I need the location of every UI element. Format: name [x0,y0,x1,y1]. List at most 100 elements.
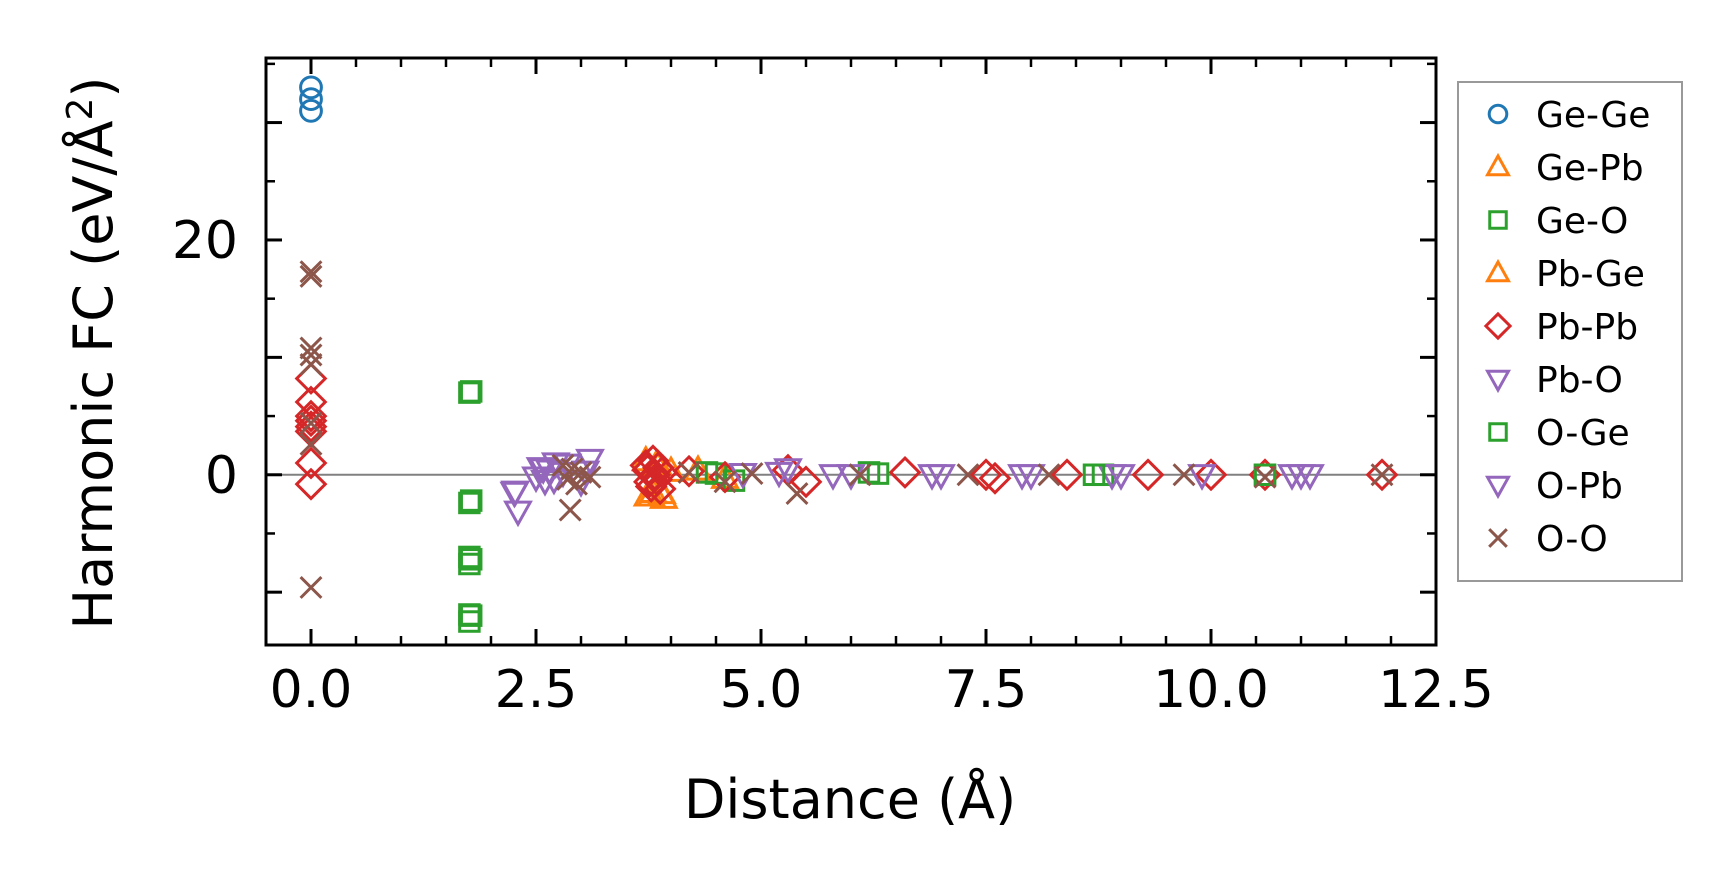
legend-marker [1484,475,1512,500]
data-point [1050,458,1084,492]
legend-entry: Ge-O [1488,201,1628,242]
series-o-o [299,260,1394,599]
legend-label: Ge-Ge [1536,95,1650,136]
y-axis-label-tail: ) [62,77,125,98]
data-point [1253,465,1277,489]
legend-entry: O-O [1488,519,1608,560]
series-pb-o [499,448,1325,528]
data-point [459,604,483,627]
data-point [645,456,679,489]
legend-entry: Pb-O [1484,360,1623,401]
plot-frame [264,56,1438,647]
y-axis-label-superscript: 2 [60,98,101,121]
data-point [458,610,481,633]
x-tick-label: 0.0 [270,660,353,720]
data-point [969,458,1003,492]
data-point [299,260,323,284]
series-o-ge [459,380,1277,627]
x-tick-label: 5.0 [720,660,803,720]
data-point [294,410,328,444]
legend-entry: Ge-Ge [1487,95,1650,136]
data-point [299,432,323,456]
axes: 0.0 2.5 5.0 7.5 10.0 12.5 0 20 [172,56,1494,720]
data-point [978,461,1012,495]
legend-label: Ge-Pb [1536,148,1644,189]
plot-area [266,75,1436,633]
legend-marker [1488,422,1508,442]
y-tick-label: 20 [172,211,238,271]
data-point [299,87,323,111]
legend-entry: Pb-Pb [1483,307,1638,348]
data-point [1194,458,1228,492]
data-point [956,463,980,487]
legend-label: Pb-Ge [1536,254,1645,295]
legend-entry: Ge-Pb [1484,148,1644,189]
data-point [1187,464,1217,491]
data-point [294,399,328,433]
y-axis-label: Harmonic FC (eV/Å2) [60,77,125,630]
data-point [459,489,483,512]
data-point [888,456,922,489]
data-point [299,576,323,599]
data-point [294,446,328,480]
legend-label: O-Ge [1536,413,1630,454]
data-point [1037,463,1061,487]
data-point [1082,463,1106,487]
data-point [789,465,823,499]
data-point [643,472,677,506]
legend-marker [1484,152,1512,177]
data-point [1016,464,1046,491]
data-point [740,462,764,486]
data-point [1365,458,1399,492]
legend-marker [1488,528,1508,548]
legend-marker [1483,311,1513,341]
data-point [1172,463,1196,487]
data-point [713,470,737,494]
data-point [866,462,890,485]
data-point [1253,463,1277,487]
legend: Ge-Ge Ge-Pb Ge-O Pb-Ge Pb-Pb Pb-O O-Ge O-Pb O-O [1457,81,1683,582]
data-point [818,464,848,491]
legend-marker [1487,103,1509,125]
legend-entry: O-Pb [1484,466,1623,507]
data-point [459,380,483,403]
data-point [578,465,602,489]
series-ge-ge [299,75,323,123]
legend-marker [1484,258,1512,283]
data-point [299,98,323,123]
data-point [1106,464,1136,491]
data-point [500,480,531,508]
data-point [299,264,323,288]
data-point [558,498,582,522]
data-point [848,463,872,487]
data-point [565,472,588,496]
data-point [785,482,809,506]
x-tick-label: 12.5 [1378,660,1494,720]
data-point [677,460,701,484]
legend-box [1457,81,1683,582]
legend-label: O-O [1536,519,1608,560]
data-point [503,500,533,528]
data-point [458,491,481,515]
legend-label: Ge-O [1536,201,1628,242]
data-point [459,548,483,571]
data-point [294,467,328,501]
y-axis-label-base: Harmonic FC (eV/Å [61,120,125,629]
x-tick-label: 7.5 [945,660,1028,720]
y-tick-label: 0 [205,446,238,506]
legend-label: O-Pb [1536,466,1623,507]
data-point [458,552,481,576]
data-point [1370,463,1394,487]
x-axis-label: Distance (Å) [684,767,1016,831]
data-point [299,411,323,435]
data-point [1131,458,1165,492]
legend-label: Pb-Pb [1536,307,1638,348]
legend-marker [1488,210,1508,230]
legend-label: Pb-O [1536,360,1623,401]
x-tick-label: 2.5 [495,660,578,720]
data-point [299,352,323,376]
legend-entry: Pb-Ge [1484,254,1645,295]
data-point [299,343,323,367]
